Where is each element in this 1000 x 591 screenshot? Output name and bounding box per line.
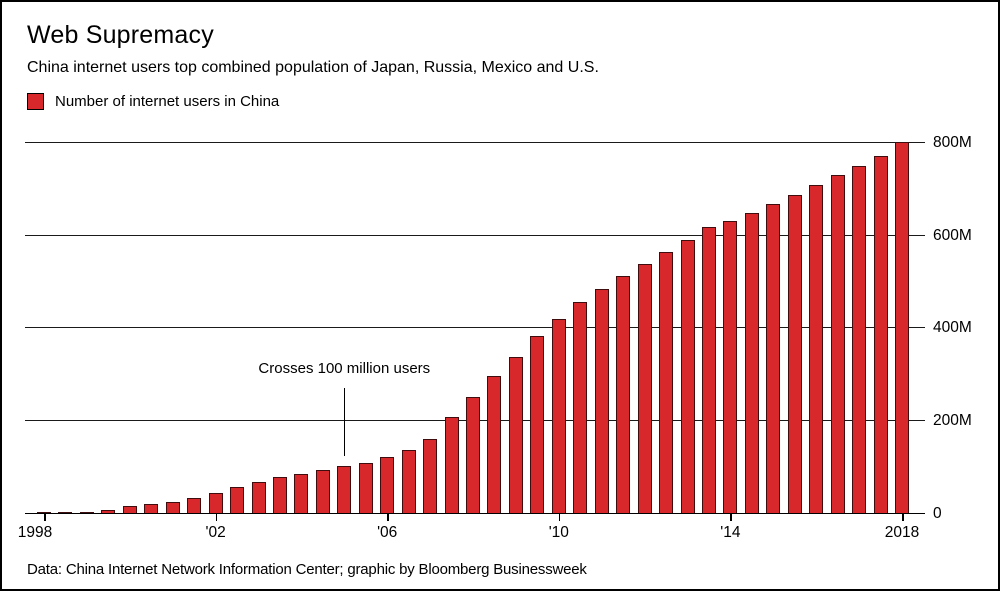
bar-2010-H2 — [573, 301, 588, 514]
bar-2013-H2 — [701, 227, 716, 514]
source-credit: Data: China Internet Network Information… — [27, 561, 587, 578]
x-axis-label-2018: 2018 — [884, 524, 920, 541]
bar-2002-H2 — [230, 486, 245, 514]
bar-2005-H1 — [337, 466, 352, 514]
annotation-text: Crosses 100 million users — [258, 360, 431, 377]
legend-swatch-icon — [27, 93, 44, 110]
legend-label: Number of internet users in China — [55, 93, 280, 110]
x-tick-02 — [215, 514, 218, 521]
x-axis-label-14: '14 — [720, 524, 741, 541]
bar-2015-H1 — [766, 204, 781, 514]
bar-2005-H2 — [358, 462, 373, 514]
y-axis-label-200M: 200M — [933, 412, 972, 430]
y-axis-label-0: 0 — [933, 505, 942, 522]
bar-2008-H1 — [466, 396, 480, 514]
y-axis-label-600M: 600M — [933, 226, 972, 244]
bar-2004-H1 — [294, 473, 309, 514]
y-axis-label-400M: 400M — [933, 319, 972, 337]
bar-2013-H1 — [680, 239, 695, 514]
bar-2017-H2 — [873, 155, 888, 514]
bar-2016-H1 — [809, 184, 824, 514]
bar-2014-H2 — [744, 212, 759, 514]
bar-2006-H2 — [401, 450, 416, 514]
bar-2003-H1 — [251, 482, 266, 514]
y-axis-label-800M: 800M — [933, 133, 972, 151]
x-axis-label-1998: 1998 — [17, 524, 53, 541]
bar-2008-H2 — [487, 375, 502, 514]
bar-2003-H2 — [272, 477, 287, 514]
bar-2009-H1 — [508, 357, 523, 514]
bar-2010-H1 — [551, 319, 566, 514]
bar-2011-H2 — [616, 275, 631, 514]
chart-subtitle: China internet users top combined popula… — [27, 59, 599, 76]
bar-2009-H2 — [530, 335, 545, 514]
bar-2007-H1 — [423, 438, 438, 514]
x-tick-06 — [387, 514, 389, 521]
legend: Number of internet users in China — [27, 93, 279, 110]
bar-2018-H1 — [895, 141, 909, 514]
x-axis-line — [25, 512, 925, 514]
x-axis-label-02: '02 — [205, 524, 226, 541]
bar-2004-H2 — [315, 470, 330, 514]
gridline-400M — [25, 327, 925, 329]
bar-2012-H2 — [659, 252, 674, 514]
bar-2007-H2 — [444, 416, 459, 514]
bar-2014-H1 — [723, 220, 738, 514]
x-tick-10 — [558, 514, 561, 521]
bar-2016-H2 — [830, 174, 845, 514]
bar-2015-H2 — [787, 194, 802, 514]
page-title: Web Supremacy — [27, 21, 214, 49]
annotation-pointer-line — [344, 388, 346, 456]
x-axis-label-06: '06 — [377, 524, 398, 541]
plot-area: 0 200M 400M 600M 800M 1998 '02 '06 '10 '14 2018 Cro… — [18, 124, 972, 541]
x-axis-label-10: '10 — [548, 524, 569, 541]
gridline-600M — [25, 234, 925, 236]
x-tick-2018 — [902, 514, 904, 521]
bar-2017-H1 — [852, 165, 867, 514]
bar-2002-H1 — [208, 492, 223, 514]
bar-2012-H1 — [637, 264, 652, 514]
gridline-800M — [25, 141, 925, 143]
bar-2006-H1 — [380, 456, 395, 514]
bar-2011-H1 — [594, 288, 609, 514]
x-tick-1998 — [44, 514, 46, 521]
x-tick-14 — [730, 514, 732, 521]
